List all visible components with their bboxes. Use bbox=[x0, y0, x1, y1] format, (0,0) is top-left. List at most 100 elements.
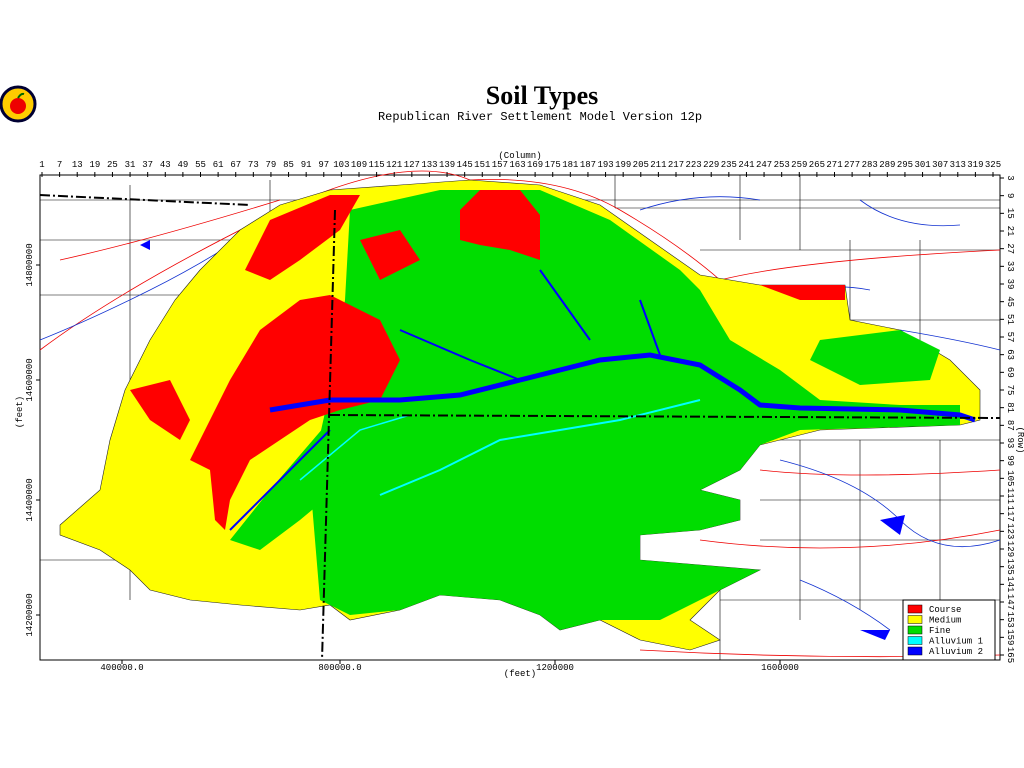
column-tick-label: 31 bbox=[125, 160, 136, 170]
column-tick-label: 139 bbox=[439, 160, 455, 170]
column-tick-label: 157 bbox=[492, 160, 508, 170]
column-tick-label: 325 bbox=[985, 160, 1001, 170]
column-tick-label: 79 bbox=[266, 160, 277, 170]
row-tick-label: 57 bbox=[1005, 332, 1015, 343]
column-tick-label: 211 bbox=[650, 160, 666, 170]
row-tick-label: 141 bbox=[1005, 576, 1015, 592]
column-tick-label: 115 bbox=[369, 160, 385, 170]
subtitle: Republican River Settlement Model Versio… bbox=[378, 110, 702, 124]
column-tick-label: 289 bbox=[879, 160, 895, 170]
column-tick-label: 97 bbox=[318, 160, 329, 170]
row-tick-label: 69 bbox=[1005, 367, 1015, 378]
column-tick-label: 187 bbox=[580, 160, 596, 170]
row-tick-label: 27 bbox=[1005, 243, 1015, 254]
column-tick-label: 103 bbox=[333, 160, 349, 170]
column-tick-label: 223 bbox=[686, 160, 702, 170]
column-tick-label: 247 bbox=[756, 160, 772, 170]
row-tick-label: 117 bbox=[1005, 506, 1015, 522]
x-tick-label: 1600000 bbox=[761, 663, 799, 673]
column-tick-label: 253 bbox=[774, 160, 790, 170]
row-tick-label: 99 bbox=[1005, 455, 1015, 466]
column-tick-label: 283 bbox=[862, 160, 878, 170]
column-tick-label: 85 bbox=[283, 160, 294, 170]
row-tick-label: 63 bbox=[1005, 349, 1015, 360]
column-tick-label: 217 bbox=[668, 160, 684, 170]
column-tick-label: 55 bbox=[195, 160, 206, 170]
legend-swatch bbox=[907, 646, 923, 656]
column-tick-label: 199 bbox=[615, 160, 631, 170]
row-tick-label: 51 bbox=[1005, 314, 1015, 325]
column-tick-label: 235 bbox=[721, 160, 737, 170]
x-label: (feet) bbox=[504, 669, 536, 679]
row-tick-label: 45 bbox=[1005, 296, 1015, 307]
column-tick-label: 145 bbox=[457, 160, 473, 170]
legend-swatch bbox=[907, 615, 923, 624]
column-tick-label: 151 bbox=[474, 160, 490, 170]
legend-swatch bbox=[907, 625, 923, 635]
column-tick-label: 109 bbox=[351, 160, 367, 170]
column-tick-label: 13 bbox=[72, 160, 83, 170]
column-tick-label: 121 bbox=[386, 160, 402, 170]
column-tick-label: 49 bbox=[177, 160, 188, 170]
map bbox=[39, 170, 1001, 661]
column-tick-label: 67 bbox=[230, 160, 241, 170]
row-tick-label: 153 bbox=[1005, 612, 1015, 628]
legend-label: Alluvium 2 bbox=[929, 647, 983, 657]
column-tick-label: 43 bbox=[160, 160, 171, 170]
row-tick-label: 3 bbox=[1005, 175, 1015, 180]
column-tick-label: 163 bbox=[509, 160, 525, 170]
column-tick-label: 169 bbox=[527, 160, 543, 170]
legend-label: Alluvium 1 bbox=[929, 637, 983, 647]
x-tick-label: 1200000 bbox=[536, 663, 574, 673]
column-tick-label: 265 bbox=[809, 160, 825, 170]
column-tick-label: 193 bbox=[597, 160, 613, 170]
row-tick-label: 93 bbox=[1005, 438, 1015, 449]
column-tick-label: 133 bbox=[421, 160, 437, 170]
column-tick-label: 319 bbox=[967, 160, 983, 170]
x-tick-label: 800000.0 bbox=[318, 663, 361, 673]
column-tick-label: 259 bbox=[791, 160, 807, 170]
column-tick-label: 301 bbox=[914, 160, 930, 170]
column-tick-label: 7 bbox=[57, 160, 62, 170]
y-tick-label: 14400000 bbox=[25, 478, 35, 521]
column-tick-label: 73 bbox=[248, 160, 259, 170]
row-tick-label: 9 bbox=[1005, 193, 1015, 198]
row-tick-label: 159 bbox=[1005, 629, 1015, 645]
column-tick-label: 205 bbox=[633, 160, 649, 170]
column-tick-label: 1 bbox=[39, 160, 44, 170]
legend-label: Course bbox=[929, 605, 961, 615]
column-tick-label: 25 bbox=[107, 160, 118, 170]
y-label: (feet) bbox=[15, 396, 25, 428]
x-tick-label: 400000.0 bbox=[100, 663, 143, 673]
column-tick-label: 19 bbox=[89, 160, 100, 170]
y-ticks: 14800000 14600000 14400000 14200000 bbox=[25, 243, 40, 637]
row-tick-label: 135 bbox=[1005, 559, 1015, 575]
column-tick-label: 229 bbox=[703, 160, 719, 170]
column-ticks: 1 7 13 19 25 31 37 43 49 55 61 67 73 79 85 91 97 103 109 11… bbox=[39, 160, 1001, 177]
logo bbox=[0, 85, 37, 123]
legend-label: Fine bbox=[929, 626, 951, 636]
row-tick-label: 147 bbox=[1005, 594, 1015, 610]
row-tick-label: 39 bbox=[1005, 279, 1015, 290]
legend-swatch bbox=[907, 604, 923, 614]
title: Soil Types bbox=[486, 81, 598, 110]
row-ticks: 3915212733394551576369758187939910511111… bbox=[1000, 175, 1015, 663]
row-tick-label: 105 bbox=[1005, 470, 1015, 486]
column-tick-label: 307 bbox=[932, 160, 948, 170]
row-tick-label: 75 bbox=[1005, 385, 1015, 396]
row-tick-label: 33 bbox=[1005, 261, 1015, 272]
legend-swatch bbox=[907, 636, 923, 645]
column-tick-label: 127 bbox=[404, 160, 420, 170]
legend-label: Medium bbox=[929, 616, 961, 626]
column-label: (Column) bbox=[498, 151, 541, 161]
x-ticks: 400000.0 800000.0 1200000 1600000 bbox=[100, 660, 799, 673]
y-tick-label: 14600000 bbox=[25, 358, 35, 401]
row-tick-label: 129 bbox=[1005, 541, 1015, 557]
column-tick-label: 277 bbox=[844, 160, 860, 170]
row-tick-label: 21 bbox=[1005, 226, 1015, 237]
row-tick-label: 15 bbox=[1005, 208, 1015, 219]
row-tick-label: 81 bbox=[1005, 402, 1015, 413]
column-tick-label: 313 bbox=[950, 160, 966, 170]
row-tick-label: 123 bbox=[1005, 523, 1015, 539]
